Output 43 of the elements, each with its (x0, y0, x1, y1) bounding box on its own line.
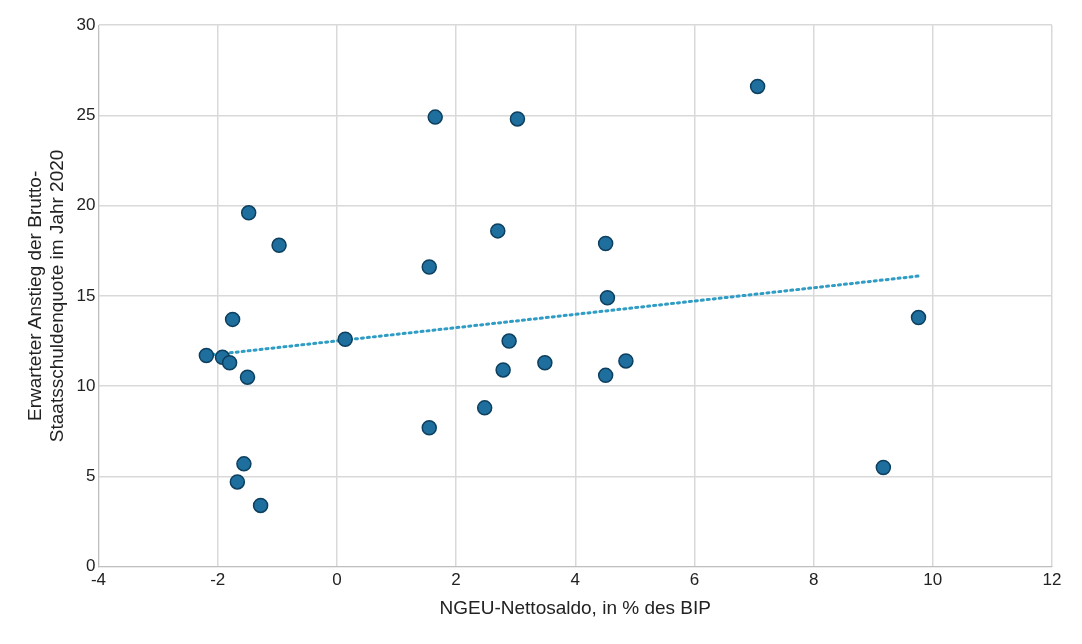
point (239, 369, 256, 385)
point (252, 497, 269, 514)
y-tick-label: 20 (76, 195, 96, 215)
point (910, 309, 927, 326)
x-tick-label: 4 (570, 569, 580, 589)
point (421, 259, 437, 275)
y-tick-label: 15 (76, 285, 96, 305)
point (427, 109, 443, 125)
point (240, 205, 257, 221)
point (509, 111, 526, 127)
x-tick-label: 10 (923, 569, 943, 589)
point (618, 353, 634, 369)
x-tick-label: 8 (808, 569, 819, 589)
point (421, 419, 437, 436)
x-axis-title: NGEU-Nettosaldo, in % des BIP (439, 596, 711, 618)
point (490, 223, 506, 239)
x-tick-label: 2 (451, 569, 461, 589)
x-tick-label: -2 (210, 569, 226, 589)
x-tick-label: 6 (689, 569, 700, 589)
point (224, 311, 241, 328)
y-tick-label: 0 (86, 556, 96, 576)
point (229, 474, 246, 490)
point (749, 78, 766, 95)
point (501, 333, 517, 349)
point (495, 362, 511, 378)
point (537, 354, 553, 371)
point (198, 347, 215, 364)
x-tick-label: 12 (1042, 569, 1062, 589)
point (597, 235, 614, 252)
y-tick-label: 5 (86, 466, 96, 486)
y-tick-label: 10 (76, 375, 96, 395)
point (271, 237, 287, 254)
y-axis-title: Erwarteter Anstieg der Brutto- Staatsschuldenquote im Jahr 2020 (23, 149, 68, 443)
point (221, 354, 238, 371)
point (875, 459, 892, 476)
y-tick-label: 25 (76, 104, 96, 124)
point (599, 289, 616, 306)
point (337, 331, 353, 347)
y-tick-label: 30 (76, 14, 96, 34)
point (236, 456, 252, 472)
point (597, 367, 614, 384)
x-tick-label: 0 (332, 569, 342, 589)
point (476, 400, 493, 416)
